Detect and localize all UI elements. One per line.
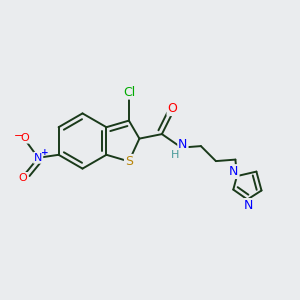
Text: H: H xyxy=(171,150,180,160)
Text: N: N xyxy=(178,137,188,151)
Text: N: N xyxy=(229,165,239,178)
Text: −: − xyxy=(14,131,23,141)
Text: O: O xyxy=(167,102,177,115)
Text: Cl: Cl xyxy=(123,85,135,99)
Text: N: N xyxy=(34,153,42,163)
Text: N: N xyxy=(244,199,254,212)
Text: O: O xyxy=(20,133,29,143)
Text: S: S xyxy=(125,155,133,168)
Text: O: O xyxy=(19,173,28,183)
Text: +: + xyxy=(41,148,49,157)
